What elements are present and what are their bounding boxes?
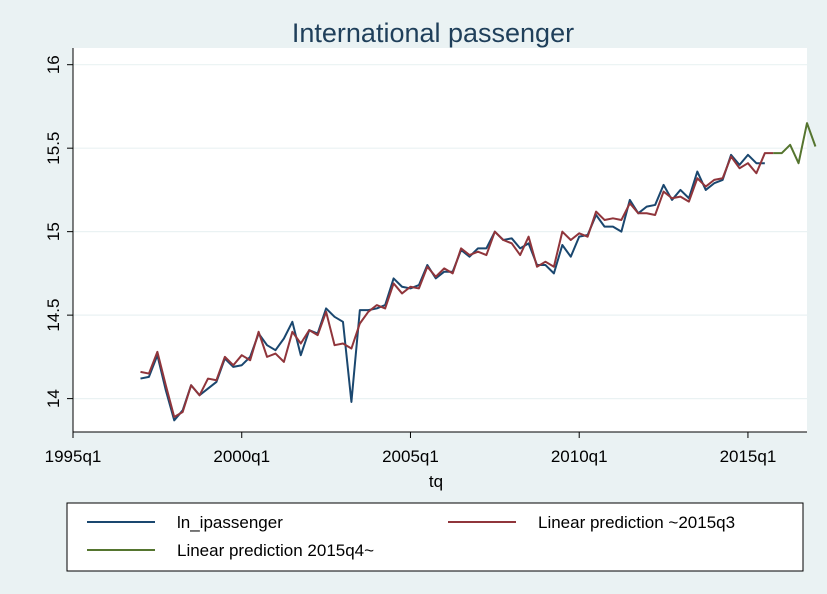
y-tick-label: 15 xyxy=(44,222,63,241)
y-tick-label: 15.5 xyxy=(44,132,63,165)
plot-area xyxy=(73,48,807,432)
legend-label: ln_ipassenger xyxy=(177,513,283,532)
series-line-2 xyxy=(773,122,817,165)
axis-layer: 14 14.5 15 15.5 16 1995q1 2000q1 2005q1 2010q1 20… xyxy=(44,48,807,466)
legend: ln_ipassenger Linear prediction ~2015q3 Li… xyxy=(87,513,735,560)
legend-label: Linear prediction 2015q4~ xyxy=(177,541,374,560)
x-tick-label: 2000q1 xyxy=(213,447,270,466)
legend-label: Linear prediction ~2015q3 xyxy=(538,513,735,532)
x-tick-label: 2010q1 xyxy=(551,447,608,466)
x-tick-label: 2015q1 xyxy=(720,447,777,466)
y-tick-label: 14.5 xyxy=(44,299,63,332)
chart-title: International passenger xyxy=(292,18,574,48)
x-tick-label: 1995q1 xyxy=(45,447,102,466)
y-tick-label: 14 xyxy=(44,389,63,408)
x-tick-label: 2005q1 xyxy=(382,447,439,466)
legend-box xyxy=(66,502,804,572)
x-axis-title: tq xyxy=(429,472,443,491)
series-line-1 xyxy=(140,152,774,418)
grid-layer xyxy=(73,64,807,400)
y-tick-label: 16 xyxy=(44,55,63,74)
series-layer xyxy=(140,122,817,422)
